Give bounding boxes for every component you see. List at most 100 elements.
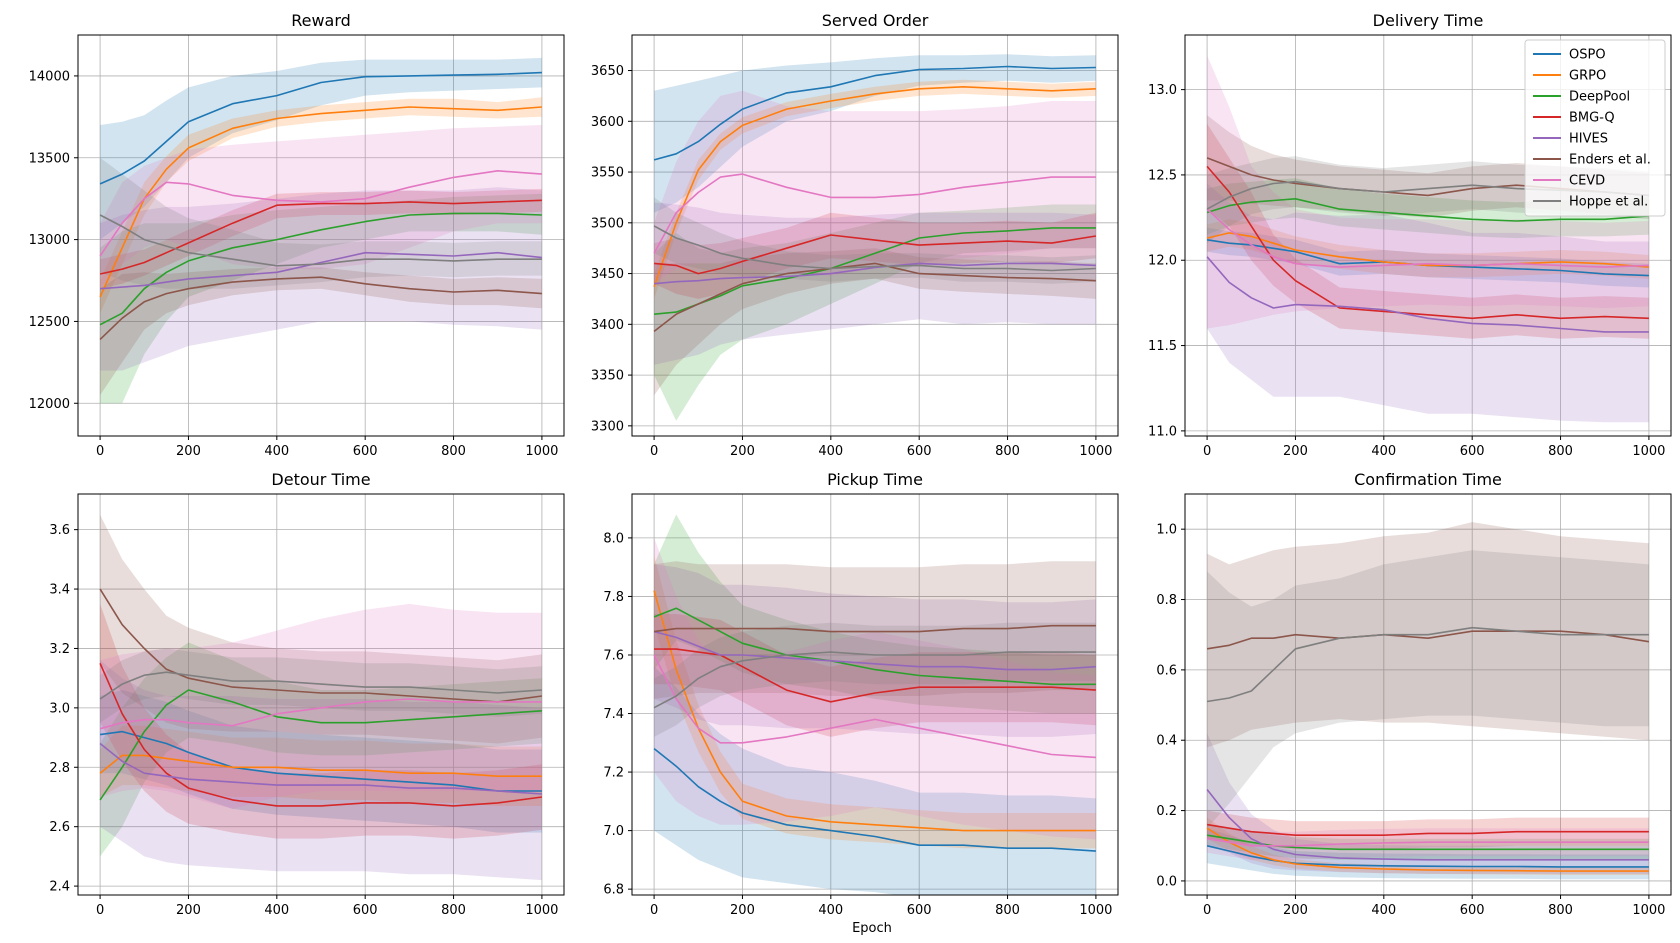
line-detour-time-cevd [99,698,542,730]
band-pickup-time-bmg-q [654,614,1096,737]
band-pickup-time-hoppe-et-al [654,622,1096,737]
axes-frame-confirmation-time [1184,493,1672,896]
line-detour-time-enders-et-al [99,588,543,703]
x-tick-label: 800 [995,444,1020,459]
y-tick-label: 6.8 [603,883,624,898]
x-tick-label: 400 [264,903,289,918]
line-confirmation-time-bmg-q [1206,823,1649,837]
axes-frame-pickup-time [631,493,1119,896]
y-tick-label: 2.8 [49,761,70,776]
x-tick-label: 1000 [1632,903,1665,918]
grid-pickup-time [632,494,1118,895]
line-served-order-ospo [653,65,1096,161]
band-confirmation-time-grpo [1207,817,1649,875]
x-tick-label: 1000 [1632,444,1665,459]
line-detour-time-ospo [99,730,542,792]
axes-frame-served-order [631,34,1119,437]
y-tick-label: 12.5 [1148,168,1177,183]
band-detour-time-ospo [100,690,542,833]
band-pickup-time-cevd [654,537,1096,840]
y-tick-label: 3600 [591,115,624,130]
legend-item-bmg-q: BMG-Q [1533,111,1615,126]
legend-item-grpo: GRPO [1533,69,1606,84]
line-confirmation-time-ospo [1206,845,1649,868]
band-served-order-deeppool [654,204,1096,421]
band-served-order-hives [654,202,1096,365]
panel-title-detour-time: Detour Time [271,470,370,489]
line-delivery-time-grpo [1206,232,1649,268]
ticks-detour-time: 0 200 400 600 800 1000 2.4 2.6 2.8 3.0 3.2 3.4 3.6 [49,523,558,918]
y-tick-label: 7.0 [603,824,624,839]
line-reward-hoppe-et-al [99,214,542,267]
legend-item-deeppool: DeepPool [1533,90,1630,105]
x-tick-label: 200 [1283,444,1308,459]
x-axis-label-epoch: Epoch [852,921,892,936]
line-confirmation-time-grpo [1206,827,1649,872]
band-detour-time-cevd [100,603,542,809]
x-tick-label: 600 [907,903,932,918]
panel-title-reward: Reward [291,11,351,30]
y-tick-label: 13.0 [1148,83,1177,98]
plot-area-reward [99,57,542,404]
x-tick-label: 0 [650,903,658,918]
grid-confirmation-time [1185,494,1671,895]
legend-label-hoppe-et-al: Hoppe et al. [1569,195,1648,210]
y-tick-label: 12500 [29,315,70,330]
plot-area-confirmation-time [1206,522,1650,880]
ticks-pickup-time: 0 200 400 600 800 1000 6.8 7.0 7.2 7.4 7.6 7.8 8.0 [603,531,1112,918]
y-tick-label: 7.2 [603,766,624,781]
x-tick-label: 0 [1203,444,1211,459]
band-delivery-time-hives [1207,183,1649,423]
y-tick-label: 8.0 [603,531,624,546]
band-pickup-time-deeppool [654,514,1096,714]
axes-frame-detour-time [77,493,565,896]
line-pickup-time-hoppe-et-al [653,651,1096,709]
line-pickup-time-cevd [653,654,1096,759]
band-detour-time-enders-et-al [100,514,542,744]
x-tick-label: 400 [1371,903,1396,918]
line-delivery-time-bmg-q [1206,165,1649,320]
y-tick-label: 7.8 [603,590,624,605]
x-tick-label: 1000 [525,903,558,918]
y-tick-label: 11.0 [1148,424,1177,439]
y-tick-label: 3500 [591,216,624,231]
x-tick-label: 200 [1283,903,1308,918]
band-detour-time-hoppe-et-al [100,648,542,723]
band-served-order-ospo [654,54,1096,213]
panel-title-served-order: Served Order [822,11,929,30]
ticks-reward: 0 200 400 600 800 1000 12000 12500 13000 13500 140… [29,69,559,459]
legend-label-grpo: GRPO [1569,69,1606,84]
y-tick-label: 3.2 [49,642,70,657]
line-delivery-time-deeppool [1206,198,1649,222]
band-pickup-time-grpo [654,555,1096,849]
x-tick-label: 0 [1203,903,1211,918]
x-tick-label: 400 [264,444,289,459]
x-tick-label: 1000 [525,444,558,459]
line-pickup-time-ospo [653,747,1096,852]
y-tick-label: 3300 [591,419,624,434]
line-delivery-time-hives [1206,256,1649,333]
band-reward-deeppool [100,193,542,404]
line-served-order-grpo [653,86,1096,288]
grid-detour-time [78,494,564,895]
x-tick-label: 200 [176,903,201,918]
line-confirmation-time-hives [1206,789,1649,861]
line-confirmation-time-cevd [1206,837,1649,847]
y-tick-label: 3450 [591,267,624,282]
line-confirmation-time-deeppool [1206,834,1649,851]
x-tick-label: 200 [730,903,755,918]
x-tick-label: 0 [96,903,104,918]
panels: 0 200 400 600 800 1000 12000 12500 13000 13500 140… [29,11,1672,918]
line-served-order-bmg-q [654,234,1097,275]
panel-title-confirmation-time: Confirmation Time [1354,470,1502,489]
band-confirmation-time-hoppe-et-al [1207,550,1649,829]
legend-label-bmg-q: BMG-Q [1569,111,1615,126]
line-served-order-cevd [653,173,1096,254]
y-tick-label: 0.2 [1156,804,1177,819]
x-tick-label: 600 [1460,903,1485,918]
line-detour-time-bmg-q [99,662,543,807]
panel-detour-time: 0 200 400 600 800 1000 2.4 2.6 2.8 3.0 3.2 3.4 3.6 De… [49,470,565,918]
legend-item-cevd: CEVD [1533,174,1605,189]
y-tick-label: 3.6 [49,523,70,538]
axes-frame-delivery-time [1184,34,1672,437]
